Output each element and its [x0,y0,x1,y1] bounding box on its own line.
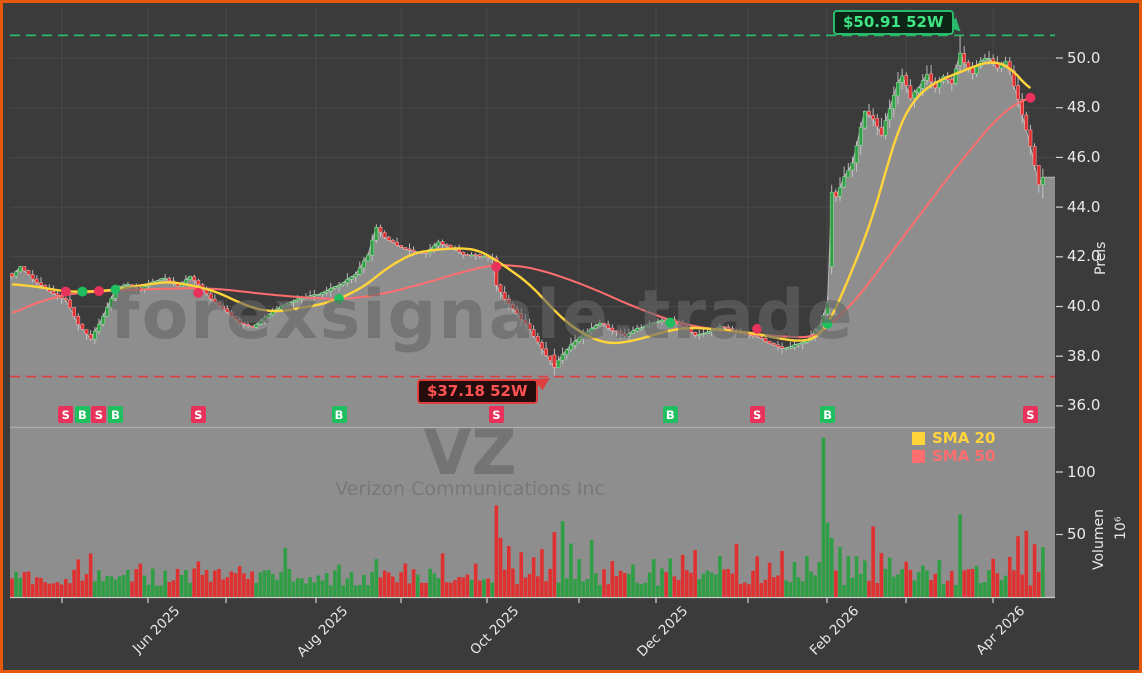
signal-dot-buy [334,294,345,305]
gridlines [10,8,1055,427]
company-watermark: Verizon Communications Inc [335,478,605,500]
volume-bars [10,437,1045,597]
52w-high-label: $50.91 52W [833,10,954,35]
price-tick-label: 44.0 [1067,197,1101,216]
price-tick-label: 42.0 [1067,247,1101,266]
signal-dot-buy [822,318,833,329]
price-area-fill [10,51,1055,427]
signal-dot-buy [77,286,88,297]
sma-20-line [11,61,1032,345]
time-tick-label: Dec 2025 [634,603,692,661]
time-tick-label: Oct 2025 [467,603,523,659]
volume-tick-label: 100 [1067,462,1096,481]
52w-low-label: $37.18 52W [417,379,538,404]
buy-signal-badge: B [74,406,90,423]
sell-signal-badge: S [749,406,765,423]
candlesticks [10,35,1045,377]
volume-pane-bg [10,428,1055,597]
signal-dot-sell [752,323,763,334]
sell-signal-badge: S [190,406,206,423]
price-tick-label: 50.0 [1067,48,1101,67]
time-tick-label: Aug 2025 [294,603,352,661]
signal-dot-sell [93,286,104,297]
price-tick-label: 38.0 [1067,346,1101,365]
sell-signal-badge: S [1022,406,1038,423]
legend-item: SMA 50 [912,447,995,465]
signal-dot-sell [491,261,502,272]
52w-low-arrow [507,377,550,392]
signal-dot-sell [1025,92,1036,103]
brand-watermark: forexsignale.trade [110,276,855,355]
sma-50-line [11,96,1035,339]
buy-signal-badge: B [331,406,347,423]
volume-tick-label: 50 [1067,525,1087,543]
buy-signal-badge: B [820,406,836,423]
buy-signal-badge: B [662,406,678,423]
time-tick-label: Apr 2026 [973,603,1029,659]
signal-dot-sell [60,286,71,297]
52w-high-arrow [925,17,961,32]
signal-dots [60,92,1036,334]
legend-item: SMA 20 [912,429,995,447]
sell-signal-badge: S [488,406,504,423]
price-axis-title: Preis [1093,241,1109,275]
axis-ticks [61,57,1063,603]
sma-legend: SMA 20 SMA 50 [912,429,995,465]
price-tick-label: 40.0 [1067,297,1101,315]
buy-signal-badge: B [108,406,123,423]
price-tick-label: 36.0 [1067,396,1101,415]
legend-swatch-icon [912,431,925,445]
signal-dot-buy [665,317,676,328]
ticker-watermark: VZ [423,416,517,489]
sell-signal-badge: S [58,406,74,423]
signal-dot-sell [193,287,204,298]
time-tick-label: Jun 2025 [129,603,184,657]
price-tick-label: 46.0 [1067,147,1101,166]
legend-label: SMA 20 [932,429,996,447]
time-tick-label: Feb 2026 [806,603,863,659]
volume-axis-unit: 10⁶ [1113,516,1129,540]
legend-label: SMA 50 [932,447,996,465]
legend-swatch-icon [912,449,925,463]
price-tick-label: 48.0 [1067,98,1101,117]
signal-dot-buy [110,284,121,295]
sell-signal-badge: S [91,406,107,423]
volume-axis-title: Volumen [1091,509,1107,570]
